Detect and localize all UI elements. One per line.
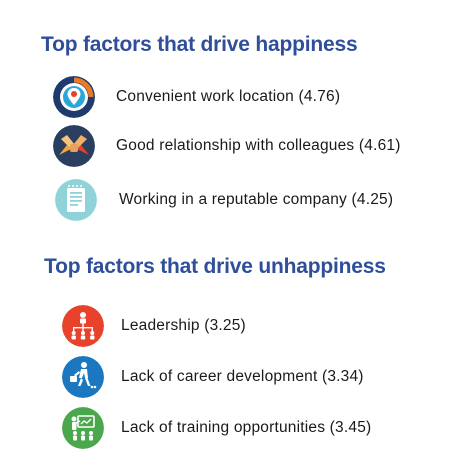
unhappiness-item-training: Lack of training opportunities (3.45) [0, 405, 464, 451]
happiness-item-location: Convenient work location (4.76) [0, 74, 464, 120]
happiness-item-label: Convenient work location (4.76) [116, 88, 341, 105]
happiness-item-colleagues: Good relationship with colleagues (4.61) [0, 123, 464, 169]
happiness-item-label: Good relationship with colleagues (4.61) [116, 137, 401, 154]
happiness-heading: Top factors that drive happiness [41, 33, 358, 56]
unhappiness-item-label: Lack of career development (3.34) [121, 368, 364, 385]
unhappiness-heading: Top factors that drive unhappiness [44, 255, 386, 278]
unhappiness-item-career-development: Lack of career development (3.34) [0, 354, 464, 400]
happiness-item-reputable-company: Working in a reputable company (4.25) [0, 177, 464, 223]
document-certificate-icon [55, 179, 97, 221]
presentation-board-icon [62, 407, 104, 449]
location-pin-icon [53, 76, 95, 118]
unhappiness-item-leadership: Leadership (3.25) [0, 303, 464, 349]
joined-hands-icon [53, 125, 95, 167]
unhappiness-item-label: Leadership (3.25) [121, 317, 246, 334]
climbing-person-icon [62, 356, 104, 398]
happiness-item-label: Working in a reputable company (4.25) [119, 191, 394, 208]
unhappiness-item-label: Lack of training opportunities (3.45) [121, 419, 372, 436]
org-chart-icon [62, 305, 104, 347]
